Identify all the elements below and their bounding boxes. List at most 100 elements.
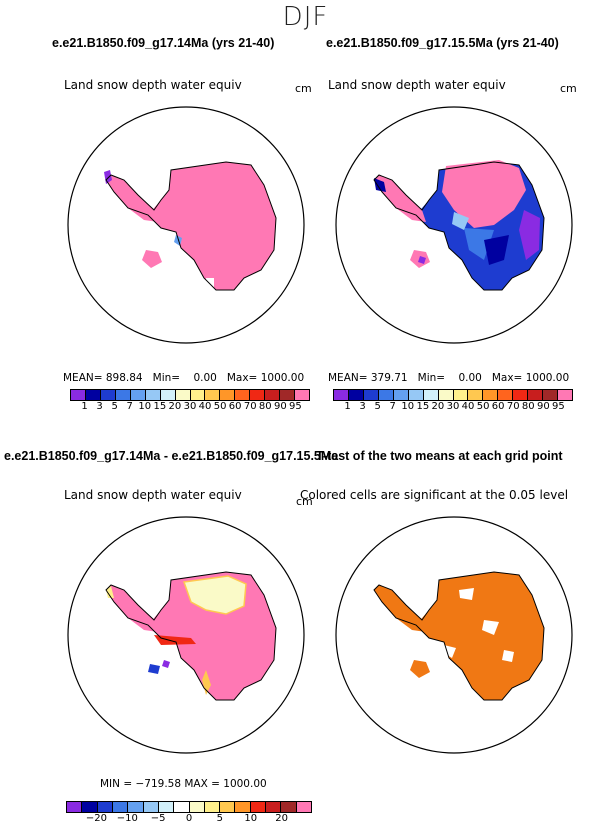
- colorbar-tick-label: 80: [521, 401, 535, 412]
- colorbar-swatch: [220, 802, 236, 812]
- colorbar-tick-label: 30: [183, 401, 197, 412]
- antarctica-difference-field: [106, 572, 276, 700]
- panel2-stats: MEAN= 379.71 Min= 0.00 Max= 1000.00: [328, 372, 569, 384]
- colorbar-swatch: [483, 390, 499, 400]
- colorbar-tick-label: 5: [216, 813, 224, 824]
- colorbar-swatch: [97, 802, 113, 812]
- colorbar-swatch: [438, 390, 454, 400]
- panel4-title: T-test of the two means at each grid poi…: [316, 449, 563, 463]
- colorbar-swatch: [205, 390, 221, 400]
- coastline: [105, 571, 277, 701]
- colorbar-tick-label: 70: [506, 401, 520, 412]
- panel1-subtitle: Land snow depth water equiv: [64, 78, 242, 92]
- colorbar-swatch: [543, 390, 559, 400]
- colorbar-swatch: [189, 802, 205, 812]
- panel2-colorbar: 1 3 5 7 10 15 20 30 40 50 60 70 80 90 95: [333, 389, 573, 412]
- panel3-unit: cm: [296, 495, 313, 508]
- colorbar-swatch: [235, 390, 251, 400]
- max-value: 1000.00: [260, 372, 305, 384]
- colorbar-swatch: [423, 390, 439, 400]
- colorbar-swatch: [393, 390, 409, 400]
- map-14ma: [67, 106, 305, 344]
- panel1-stats: MEAN= 898.84 Min= 0.00 Max= 1000.00: [63, 372, 304, 384]
- colorbar-swatches: [70, 389, 310, 401]
- panel4-subtitle: Colored cells are significant at the 0.0…: [300, 488, 569, 502]
- min-label: Min=: [152, 372, 181, 384]
- mean-label: MEAN=: [63, 372, 103, 384]
- panel2-unit: cm: [560, 82, 577, 95]
- colorbar-swatch: [280, 390, 296, 400]
- colorbar-swatch: [453, 390, 469, 400]
- colorbar-labels: −20 −10 −5 0 5 10 20: [81, 813, 297, 824]
- colorbar-swatch: [513, 390, 529, 400]
- colorbar-tick-label: 60: [228, 401, 242, 412]
- coastline: [105, 161, 277, 291]
- colorbar-tick-label: 15: [416, 401, 430, 412]
- colorbar-swatch: [204, 802, 221, 812]
- colorbar-swatch: [266, 802, 282, 812]
- colorbar-tick-label: 3: [359, 401, 366, 412]
- mean-value: 379.71: [370, 372, 408, 384]
- colorbar-tick-label: 90: [273, 401, 287, 412]
- colorbar-swatch: [160, 390, 176, 400]
- coastline: [373, 161, 545, 291]
- colorbar-tick-label: 5: [374, 401, 381, 412]
- panel2-title: e.e21.B1850.f09_g17.15.5Ma (yrs 21-40): [326, 36, 559, 50]
- colorbar-tick-label: 7: [389, 401, 396, 412]
- colorbar-swatch: [158, 802, 175, 812]
- colorbar-swatch: [235, 802, 251, 812]
- colorbar-tick-label: −5: [150, 813, 166, 824]
- colorbar-swatch: [528, 390, 544, 400]
- map-ttest: [335, 516, 573, 754]
- colorbar-tick-label: 20: [168, 401, 182, 412]
- mean-value: 898.84: [105, 372, 143, 384]
- colorbar-tick-label: 60: [491, 401, 505, 412]
- colorbar-tick-label: 5: [111, 401, 118, 412]
- colorbar-swatch: [334, 390, 349, 400]
- colorbar-tick-label: 7: [126, 401, 133, 412]
- colorbar-swatch: [265, 390, 281, 400]
- colorbar-swatch: [498, 390, 514, 400]
- colorbar-swatch: [175, 390, 191, 400]
- colorbar-tick-label: 1: [81, 401, 88, 412]
- panel3-stats: MIN = −719.58 MAX = 1000.00: [100, 778, 267, 790]
- colorbar-tick-label: −20: [85, 813, 107, 824]
- colorbar-tick-label: 50: [476, 401, 490, 412]
- colorbar-tick-label: 80: [258, 401, 272, 412]
- map-difference: [67, 516, 305, 754]
- colorbar-swatch: [145, 390, 161, 400]
- max-value: 1000.00: [525, 372, 570, 384]
- colorbar-tick-label: 40: [461, 401, 475, 412]
- antarctica-snow-field: [374, 160, 544, 290]
- colorbar-labels: 1 3 5 7 10 15 20 30 40 50 60 70 80 90 95: [340, 401, 566, 412]
- colorbar-swatch: [130, 390, 146, 400]
- colorbar-tick-label: 15: [153, 401, 167, 412]
- colorbar-swatch: [281, 802, 297, 812]
- colorbar-tick-label: 10: [138, 401, 152, 412]
- colorbar-tick-label: 3: [96, 401, 103, 412]
- colorbar-swatch: [128, 802, 144, 812]
- colorbar-swatch: [408, 390, 424, 400]
- colorbar-swatch: [143, 802, 159, 812]
- colorbar-swatch: [174, 802, 190, 812]
- map-15-5ma: [335, 106, 573, 344]
- panel1-colorbar: 1 3 5 7 10 15 20 30 40 50 60 70 80 90 95: [70, 389, 310, 412]
- colorbar-swatch: [363, 390, 379, 400]
- panel3-title: e.e21.B1850.f09_g17.14Ma - e.e21.B1850.f…: [4, 449, 339, 463]
- colorbar-swatch: [468, 390, 484, 400]
- colorbar-swatch: [190, 390, 206, 400]
- colorbar-swatch: [100, 390, 116, 400]
- season-title: DJF: [282, 2, 329, 32]
- panel2-subtitle: Land snow depth water equiv: [328, 78, 506, 92]
- colorbar-swatch: [348, 390, 364, 400]
- colorbar-swatches: [333, 389, 573, 401]
- colorbar-tick-label: 0: [185, 813, 193, 824]
- colorbar-swatch: [378, 390, 394, 400]
- panel1-title: e.e21.B1850.f09_g17.14Ma (yrs 21-40): [52, 36, 275, 50]
- colorbar-tick-label: 70: [243, 401, 257, 412]
- colorbar-swatches: [66, 801, 312, 813]
- colorbar-swatch: [296, 802, 311, 812]
- panel3-subtitle: Land snow depth water equiv: [64, 488, 242, 502]
- colorbar-swatch: [82, 802, 98, 812]
- colorbar-tick-label: 40: [198, 401, 212, 412]
